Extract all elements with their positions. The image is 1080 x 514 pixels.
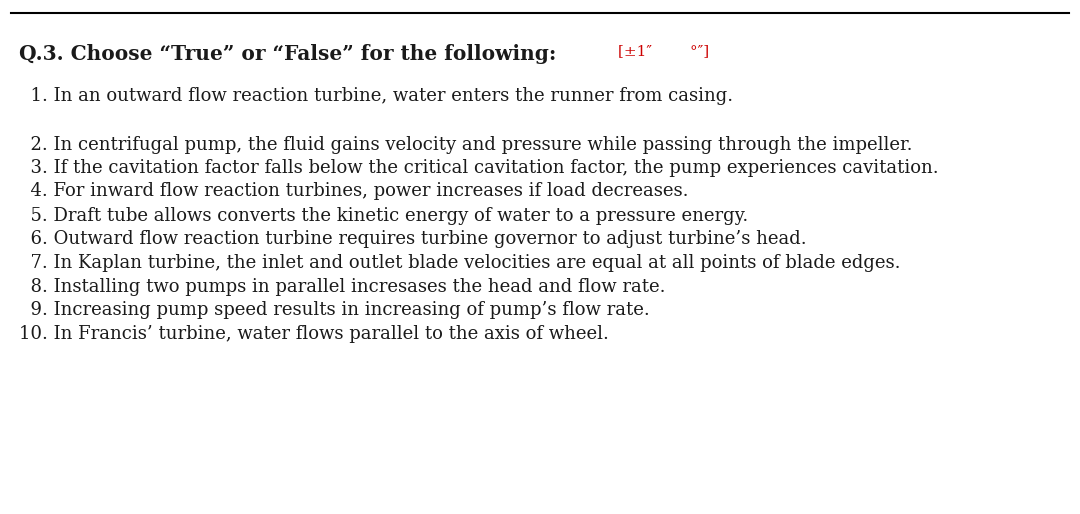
Text: [±1″        °″]: [±1″ °″] [618,44,708,58]
Text: 3. If the cavitation factor falls below the critical cavitation factor, the pump: 3. If the cavitation factor falls below … [19,159,940,177]
Text: 8. Installing two pumps in parallel incresases the head and flow rate.: 8. Installing two pumps in parallel incr… [19,278,666,296]
Text: 2. In centrifugal pump, the fluid gains velocity and pressure while passing thro: 2. In centrifugal pump, the fluid gains … [19,136,913,154]
Text: 9. Increasing pump speed results in increasing of pump’s flow rate.: 9. Increasing pump speed results in incr… [19,301,650,319]
Text: 6. Outward flow reaction turbine requires turbine governor to adjust turbine’s h: 6. Outward flow reaction turbine require… [19,230,807,248]
Text: 1. In an outward flow reaction turbine, water enters the runner from casing.: 1. In an outward flow reaction turbine, … [19,87,733,105]
Text: 5. Draft tube allows converts the kinetic energy of water to a pressure energy.: 5. Draft tube allows converts the kineti… [19,207,748,225]
Text: Q.3. Choose “True” or “False” for the following:: Q.3. Choose “True” or “False” for the fo… [19,44,557,64]
Text: 4. For inward flow reaction turbines, power increases if load decreases.: 4. For inward flow reaction turbines, po… [19,182,689,200]
Text: 10. In Francis’ turbine, water flows parallel to the axis of wheel.: 10. In Francis’ turbine, water flows par… [19,325,609,343]
Text: 7. In Kaplan turbine, the inlet and outlet blade velocities are equal at all poi: 7. In Kaplan turbine, the inlet and outl… [19,254,901,272]
